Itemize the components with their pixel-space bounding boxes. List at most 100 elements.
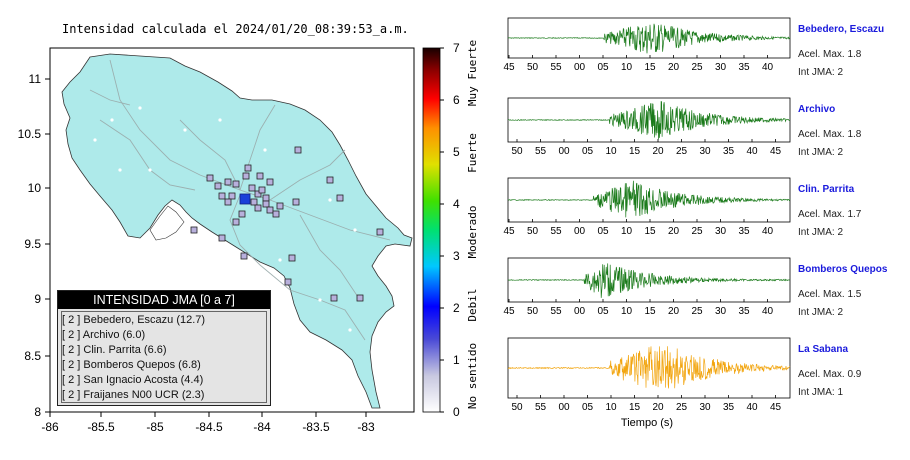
waveform-tick-label: 05 (597, 306, 609, 317)
waveform-tick-label: 50 (527, 62, 539, 73)
jma-intensity: Int JMA: 2 (798, 67, 843, 78)
waveform-tick-label: 25 (691, 62, 703, 73)
costa-rica-landmass (61, 53, 413, 409)
waveform-tick-label: 55 (535, 146, 547, 157)
colorbar-tick-label: 0 (453, 405, 460, 419)
nicoya-gulf-water (149, 205, 185, 241)
waveform-tick-label: 10 (605, 146, 617, 157)
waveform-tick-label: 40 (746, 402, 758, 413)
waveform-tick-label: 00 (574, 306, 586, 317)
station-marker (214, 182, 222, 190)
waveform-trace (507, 101, 791, 140)
station-marker (250, 198, 258, 206)
lon-tick-label: -85.5 (87, 420, 115, 434)
waveform-tick-label: 50 (511, 146, 523, 157)
epicenter-marker (239, 193, 251, 205)
waveform-tick-label: 25 (676, 146, 688, 157)
waveform-tick-label: 55 (550, 226, 562, 237)
legend-title: INTENSIDAD JMA [0 a 7] (58, 291, 270, 309)
station-marker (336, 194, 344, 202)
station-marker (228, 192, 236, 200)
station-marker (326, 176, 334, 184)
legend-item: [ 2 ] Bebedero, Escazu (12.7) (62, 314, 206, 326)
station-marker (262, 200, 270, 208)
colorbar-tick-label: 7 (453, 41, 460, 55)
station-marker (232, 218, 240, 226)
station-marker (254, 190, 262, 198)
waveform-tick-label: 35 (738, 306, 750, 317)
waveform-trace (508, 23, 791, 54)
colorbar-tick-label: 3 (453, 249, 460, 263)
legend-items: [ 2 ] Bebedero, Escazu (12.7) [ 2 ] Archi… (58, 313, 270, 403)
waveform-tick-label: 10 (605, 402, 617, 413)
lat-tick-label: 11 (29, 72, 42, 86)
station-marker (190, 226, 198, 234)
waveform-panel: 50 55 00 05 10 15 20 25 30 35 40 45 La Sabana Acel. M… (507, 337, 862, 413)
waveform-tick-label: 05 (582, 402, 594, 413)
waveform-panel: 45 50 55 00 05 10 15 20 25 30 35 40 Bebedero, Escazu… (503, 17, 884, 78)
waveform-tick-label: 20 (668, 226, 680, 237)
waveform-tick-label: 00 (558, 146, 570, 157)
lat-tick-label: 8.5 (24, 349, 41, 363)
waveform-panel: 45 50 55 00 05 10 15 20 25 30 35 40 Clin. Parrita Ace… (503, 177, 862, 238)
legend-item: [ 2 ] Bomberos Quepos (6.8) (62, 359, 201, 371)
waveform-panel: 45 50 55 00 05 10 15 20 25 30 35 40 Bomberos Quepos A… (503, 257, 888, 318)
lon-tick-label: -84.5 (195, 420, 223, 434)
station-marker (266, 178, 274, 186)
waveform-tick-label: 50 (527, 306, 539, 317)
station-marker (244, 164, 252, 172)
waveform-tick-label: 05 (597, 62, 609, 73)
map-axis-ticks: -86 -85.5 -85 -84.5 -84 -83.5 -83 11 10.5 10 9.5 9 8… (18, 72, 375, 434)
waveform-tick-label: 40 (746, 146, 758, 157)
station-marker (218, 234, 226, 242)
waveform-panel: 50 55 00 05 10 15 20 25 30 35 40 45 Archivo Acel. Max… (507, 97, 862, 158)
max-acceleration: Acel. Max. 1.5 (798, 289, 862, 300)
waveform-tick-label: 55 (535, 402, 547, 413)
station-marker (232, 180, 240, 188)
city-markers (93, 106, 357, 332)
waveform-trace (508, 346, 791, 389)
waveform-tick-label: 10 (621, 226, 633, 237)
lat-tick-label: 9.5 (24, 237, 41, 251)
waveform-tick-label: 10 (621, 62, 633, 73)
max-acceleration: Acel. Max. 1.8 (798, 129, 862, 140)
station-marker (266, 206, 274, 214)
colorbar-intensity-label: Fuerte (466, 133, 479, 173)
lon-tick-label: -83 (357, 420, 375, 434)
waveform-tick-label: 20 (668, 62, 680, 73)
waveform-tick-label: 30 (699, 402, 711, 413)
lon-tick-label: -86 (41, 420, 59, 434)
legend-item: [ 2 ] Clin. Parrita (6.6) (62, 344, 167, 356)
station-marker (292, 198, 300, 206)
station-marker (238, 210, 246, 218)
map-title: Intensidad calculada el 2024/01/20_08:39… (62, 22, 409, 36)
station-name: Clin. Parrita (798, 184, 855, 195)
waveform-tick-label: 15 (629, 402, 641, 413)
colorbar-tick-label: 6 (453, 93, 460, 107)
waveform-tick-label: 55 (550, 62, 562, 73)
waveform-tick-label: 50 (511, 402, 523, 413)
station-marker (206, 174, 214, 182)
waveform-tick-label: 40 (762, 306, 774, 317)
waveform-tick-label: 25 (691, 306, 703, 317)
station-name: Bebedero, Escazu (798, 24, 884, 35)
waveform-tick-label: 05 (597, 226, 609, 237)
waveform-tick-label: 00 (558, 402, 570, 413)
station-name: La Sabana (798, 344, 848, 355)
waveform-tick-label: 00 (574, 226, 586, 237)
waveform-trace (507, 180, 791, 218)
waveform-tick-label: 15 (629, 146, 641, 157)
station-marker (224, 178, 232, 186)
legend-item: [ 2 ] Archivo (6.0) (62, 329, 146, 341)
waveform-tick-label: 45 (770, 402, 782, 413)
waveform-tick-label: 15 (644, 62, 656, 73)
waveform-tick-label: 15 (644, 306, 656, 317)
waveform-tick-label: 50 (527, 226, 539, 237)
legend-item: [ 2 ] Fraijanes N00 UCR (2.3) (62, 389, 205, 401)
waveform-tick-label: 35 (738, 62, 750, 73)
waveform-tick-label: 35 (723, 146, 735, 157)
waveform-tick-label: 35 (738, 226, 750, 237)
waveform-tick-label: 45 (503, 62, 515, 73)
colorbar-tick-label: 5 (453, 145, 460, 159)
